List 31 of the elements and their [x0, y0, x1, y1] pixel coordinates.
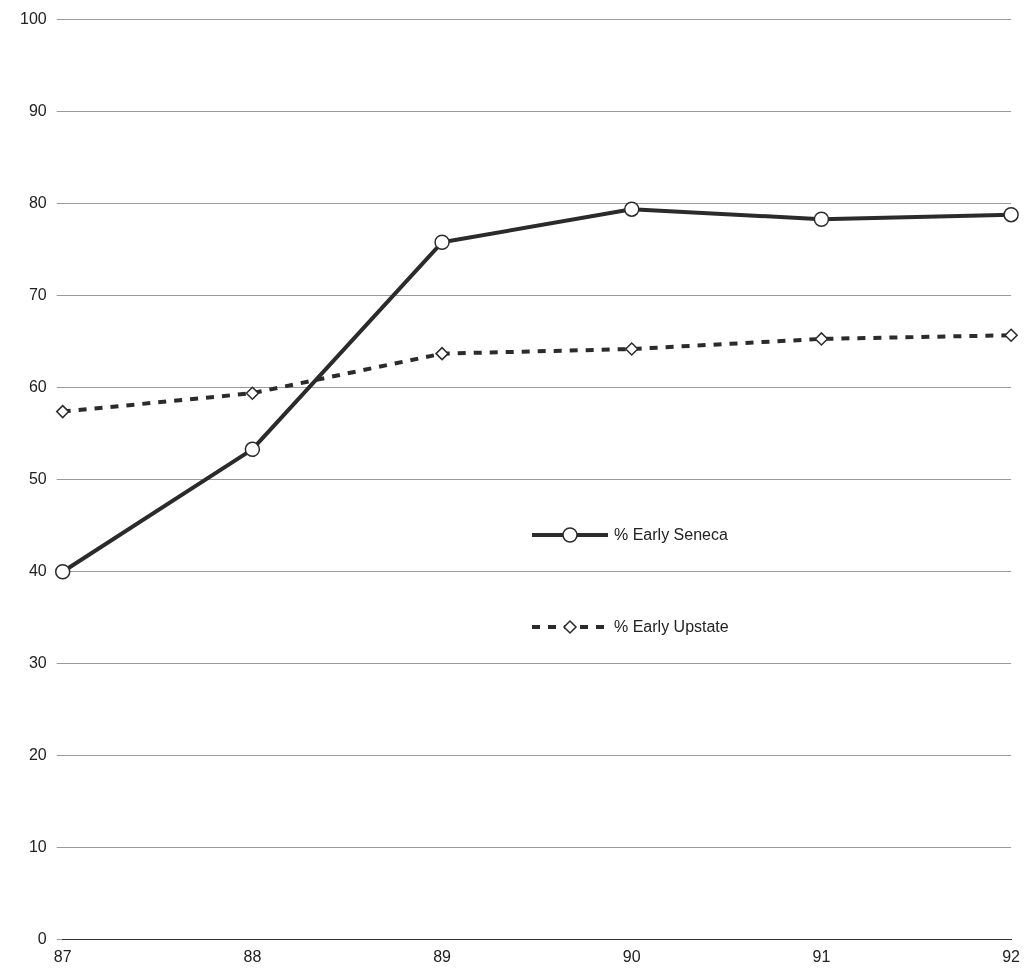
point: [813, 211, 830, 228]
y-tick-label: 40: [28, 562, 47, 580]
point: [814, 332, 829, 346]
point: [55, 404, 70, 419]
y-tick-label: 20: [28, 746, 47, 764]
x-tick-label: 92: [1002, 947, 1021, 965]
point: [245, 386, 260, 400]
point: [1004, 328, 1018, 342]
x-tick-label: 88: [243, 947, 262, 965]
y-tick-label: 100: [19, 10, 47, 28]
point: [434, 234, 450, 251]
x-tick-label: 91: [812, 947, 831, 965]
x-tick-label: 87: [53, 947, 72, 965]
y-tick-label: 10: [28, 838, 47, 856]
point: [244, 441, 261, 458]
y-tick-label: 90: [28, 102, 47, 120]
y-tick-label: 50: [28, 470, 47, 488]
point: [623, 201, 640, 217]
point: [1003, 206, 1019, 223]
point: [435, 346, 449, 361]
x-tick-label: 90: [622, 947, 641, 965]
y-tick-label: 30: [28, 654, 47, 672]
legend-label: % Early Seneca: [614, 526, 728, 544]
y-tick-label: 80: [28, 194, 47, 212]
y-tick-label: 0: [37, 930, 47, 948]
y-tick-label: 60: [28, 378, 47, 396]
point: [54, 563, 71, 580]
x-tick-label: 89: [433, 947, 452, 965]
y-tick-label: 70: [28, 286, 47, 304]
point: [624, 342, 639, 356]
legend-label: % Early Upstate: [614, 618, 729, 636]
